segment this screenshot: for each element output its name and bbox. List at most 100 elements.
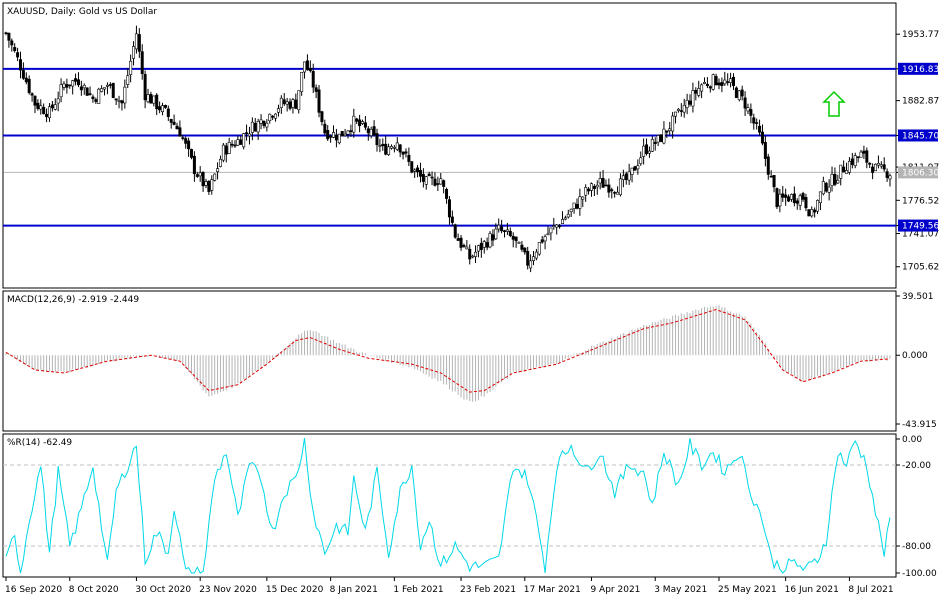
candle-body xyxy=(726,81,730,83)
candle-body xyxy=(421,173,425,182)
candle-body xyxy=(552,225,556,228)
candle-body xyxy=(404,151,408,154)
candle-body xyxy=(581,196,585,200)
candle-body xyxy=(126,75,130,85)
candle-body xyxy=(621,175,625,180)
candle-body xyxy=(218,158,222,167)
candle-body xyxy=(813,209,817,213)
candle-body xyxy=(882,164,886,170)
candle-body xyxy=(639,157,643,164)
candle-body xyxy=(485,242,489,248)
candle-body xyxy=(816,200,820,212)
wpr-tick-label: 0.00 xyxy=(902,435,922,445)
candle-body xyxy=(143,74,147,101)
price-panel-frame[interactable] xyxy=(2,2,897,289)
candle-body xyxy=(424,176,428,185)
macd-label: MACD(12,26,9) -2.919 -2.449 xyxy=(7,295,139,305)
candle-body xyxy=(4,32,8,35)
candle-body xyxy=(337,133,341,144)
candle-body xyxy=(555,224,559,228)
candle-body xyxy=(445,188,449,199)
candle-body xyxy=(343,133,347,136)
candle-body xyxy=(871,166,875,173)
candle-body xyxy=(853,155,857,166)
candle-body xyxy=(378,145,382,147)
candle-body xyxy=(682,105,686,113)
candle-body xyxy=(807,209,811,217)
candle-body xyxy=(189,149,193,158)
candle-body xyxy=(161,105,165,113)
candle-body xyxy=(389,146,393,149)
candle-body xyxy=(656,135,660,143)
candle-body xyxy=(16,52,20,58)
candle-body xyxy=(184,138,188,144)
candle-body xyxy=(149,94,153,104)
candle-body xyxy=(804,197,808,209)
candle-body xyxy=(633,166,637,171)
candle-body xyxy=(323,123,327,134)
candle-body xyxy=(711,74,715,90)
candle-body xyxy=(720,82,724,86)
candle-body xyxy=(53,104,57,110)
candle-body xyxy=(763,142,767,159)
candle-body xyxy=(847,161,851,173)
candle-body xyxy=(778,193,782,207)
candle-body xyxy=(285,101,289,105)
candles xyxy=(4,25,892,273)
candle-body xyxy=(885,171,889,178)
candle-body xyxy=(607,184,611,193)
candle-body xyxy=(158,106,162,111)
x-tick-label: 23 Nov 2020 xyxy=(199,585,257,595)
candle-body xyxy=(201,172,205,187)
candle-body xyxy=(418,170,422,177)
candle-body xyxy=(195,174,199,177)
macd-signal-line xyxy=(5,308,891,393)
candle-body xyxy=(856,156,860,159)
price-tick-label: 1882.87 xyxy=(902,97,939,107)
candle-body xyxy=(213,173,217,181)
candle-body xyxy=(862,150,866,154)
candle-body xyxy=(36,102,40,109)
macd-tick-label: -43.915 xyxy=(902,420,937,430)
candle-body xyxy=(543,236,547,242)
candle-body xyxy=(650,139,654,152)
candle-body xyxy=(262,121,266,126)
candle-body xyxy=(245,132,249,134)
candle-body xyxy=(256,120,260,133)
candle-body xyxy=(578,196,582,209)
candle-body xyxy=(575,204,579,209)
candle-body xyxy=(381,143,385,147)
candle-body xyxy=(398,144,402,153)
candle-body xyxy=(387,146,391,155)
candle-body xyxy=(352,115,356,133)
candle-body xyxy=(630,167,634,175)
candle-body xyxy=(453,224,457,238)
candle-body xyxy=(850,158,854,165)
candle-body xyxy=(76,79,80,86)
candle-body xyxy=(372,126,376,135)
candle-body xyxy=(85,87,89,96)
candle-body xyxy=(360,121,364,124)
candle-body xyxy=(30,93,34,96)
candle-body xyxy=(810,209,814,217)
candle-body xyxy=(731,76,735,87)
macd-panel-frame[interactable] xyxy=(2,290,897,432)
candle-body xyxy=(752,117,756,124)
candle-body xyxy=(787,196,791,202)
candle-body xyxy=(888,175,892,180)
level-price-label-box xyxy=(898,62,938,75)
candle-body xyxy=(279,97,283,108)
candle-body xyxy=(459,237,463,248)
candle-body xyxy=(737,90,741,101)
candle-body xyxy=(105,84,109,87)
candle-body xyxy=(833,174,837,185)
x-tick-label: 16 Jun 2021 xyxy=(785,585,839,595)
candle-body xyxy=(430,176,434,179)
candle-body xyxy=(627,171,631,181)
candle-body xyxy=(100,88,104,92)
x-tick-label: 15 Dec 2020 xyxy=(266,585,324,595)
candle-body xyxy=(665,130,669,133)
wpr-panel-frame[interactable] xyxy=(2,433,897,578)
candle-body xyxy=(163,105,167,108)
current-price-label: 1806.30 xyxy=(902,168,939,178)
